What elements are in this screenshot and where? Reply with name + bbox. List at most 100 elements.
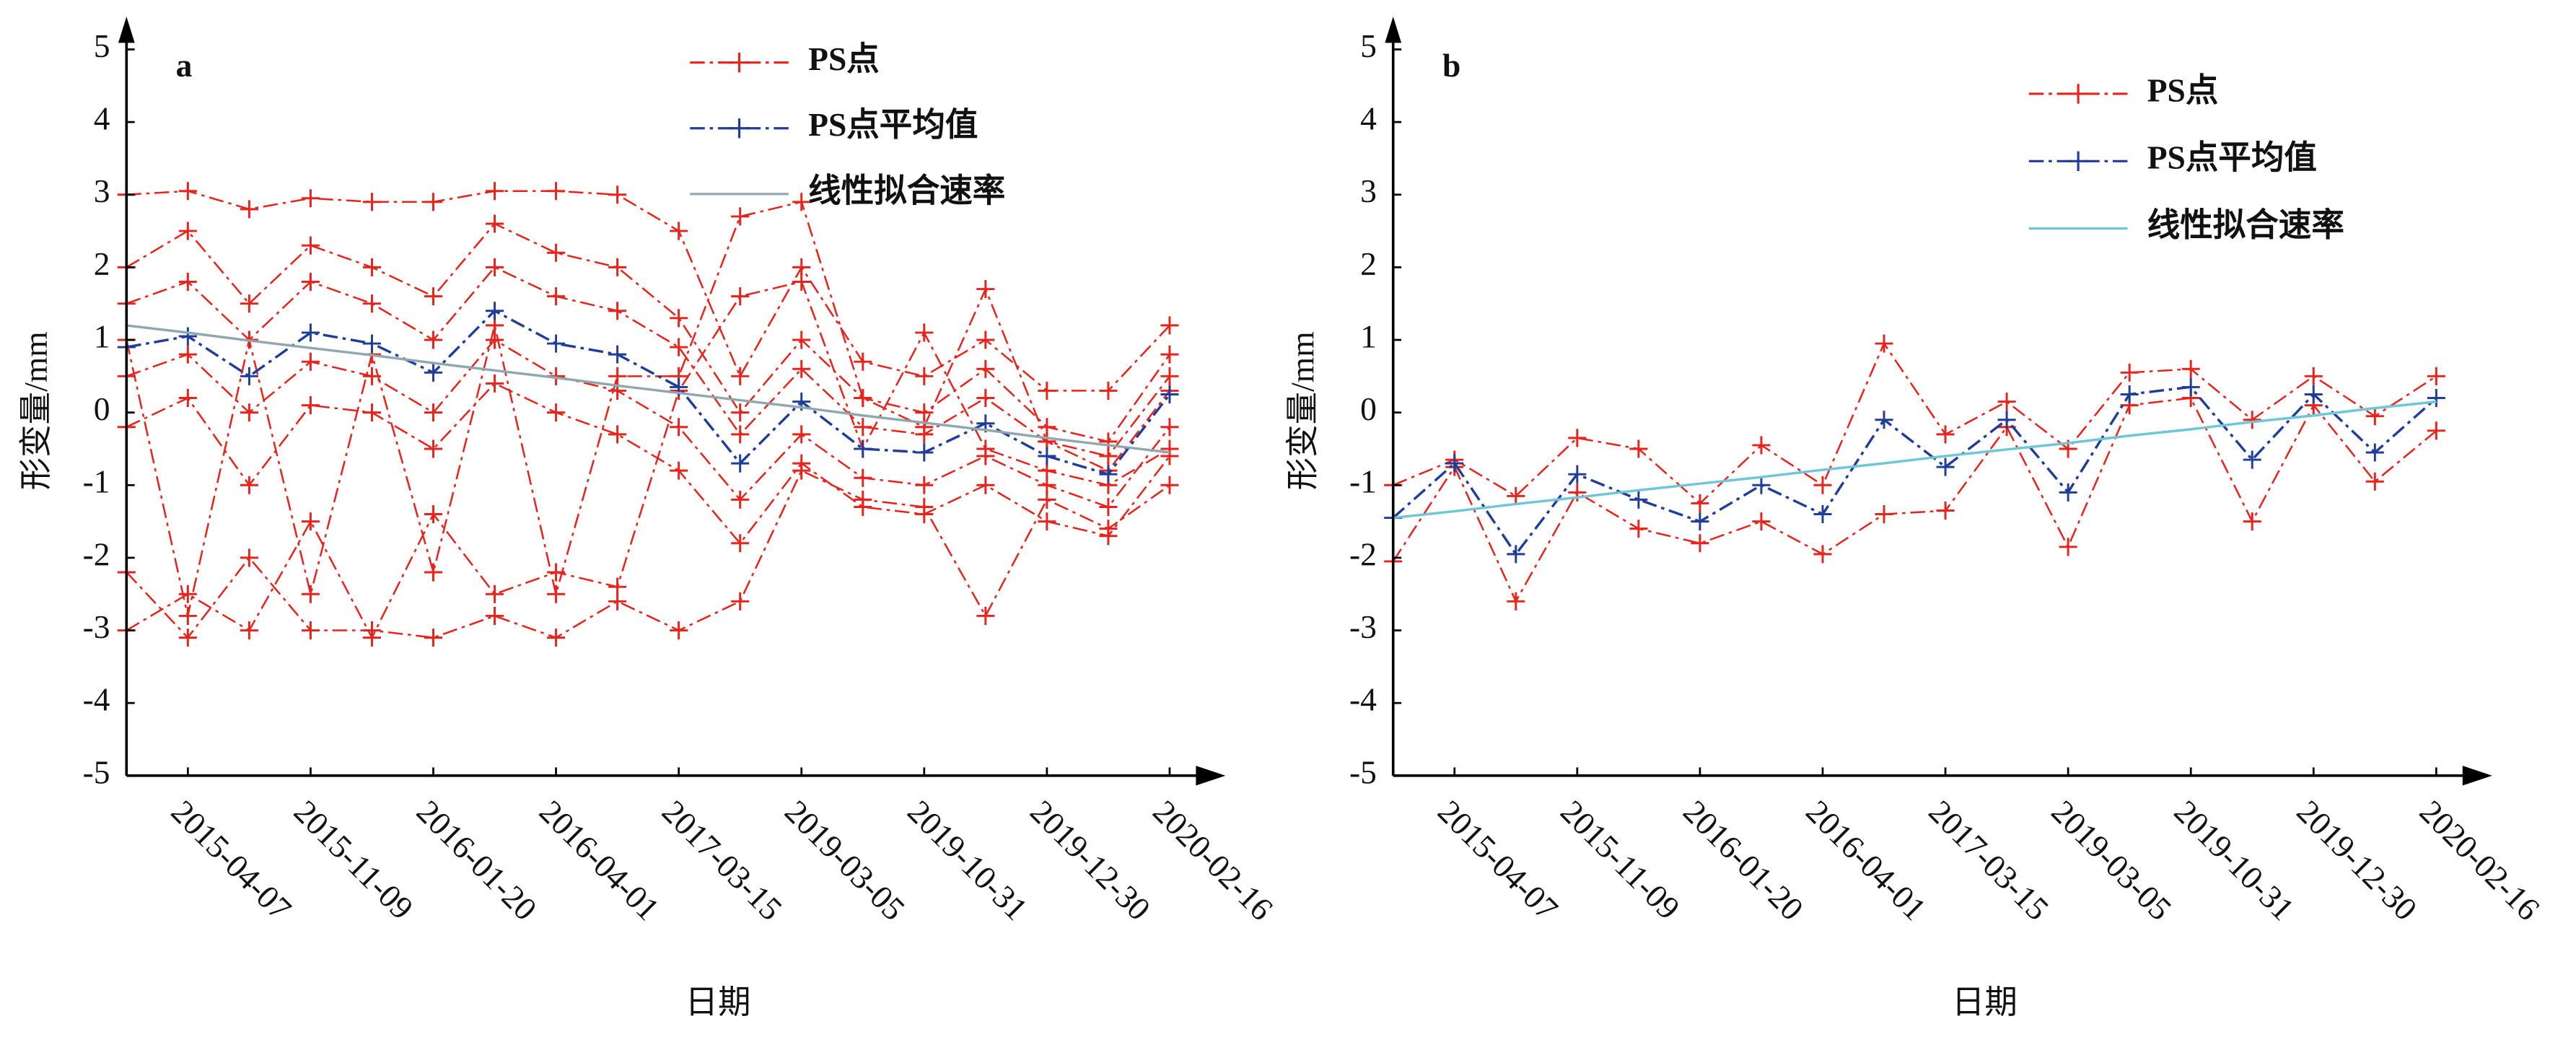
legend-label: 线性拟合速率 xyxy=(2147,206,2344,243)
point-marker xyxy=(2243,512,2261,531)
x-arrow xyxy=(1196,766,1226,786)
x-tick-label: 2016-01-20 xyxy=(410,793,544,927)
x-tick-label: 2016-04-01 xyxy=(1799,793,1933,927)
point-marker xyxy=(1038,381,1056,400)
point-marker xyxy=(486,606,504,625)
point-marker xyxy=(301,323,320,342)
point-marker xyxy=(670,461,688,480)
point-marker xyxy=(1568,465,1587,484)
x-tick-label: 2019-03-05 xyxy=(2044,793,2178,927)
point-marker xyxy=(792,461,811,480)
y-tick-label: 4 xyxy=(94,100,110,137)
legend-label: PS点平均值 xyxy=(2147,139,2317,176)
point-marker xyxy=(240,476,258,494)
x-axis-label: 日期 xyxy=(685,984,750,1020)
point-marker xyxy=(1160,345,1179,364)
point-marker xyxy=(362,403,381,422)
point-marker xyxy=(1099,520,1118,538)
point-marker xyxy=(1160,385,1179,404)
x-tick-label: 2016-01-20 xyxy=(1676,793,1810,927)
point-marker xyxy=(424,331,443,349)
point-marker xyxy=(424,287,443,306)
point-marker xyxy=(240,548,258,567)
point-marker xyxy=(1997,411,2016,429)
point-marker xyxy=(1160,316,1179,335)
y-tick-label: 3 xyxy=(1360,172,1377,209)
ps-line xyxy=(126,266,1171,458)
ps-line xyxy=(126,338,1171,509)
point-marker xyxy=(547,563,566,582)
point-marker xyxy=(915,497,934,516)
point-marker xyxy=(792,359,811,378)
point-marker xyxy=(854,439,872,458)
y-tick-label: -2 xyxy=(83,535,110,572)
point-marker xyxy=(1875,505,1893,524)
point-marker xyxy=(1997,393,2016,411)
y-tick-label: -1 xyxy=(83,463,110,500)
point-marker xyxy=(2365,443,2384,462)
x-axis-label: 日期 xyxy=(1952,984,2018,1020)
point-marker xyxy=(486,214,504,233)
legend-marker xyxy=(2068,151,2088,171)
legend-marker xyxy=(729,53,750,73)
point-marker xyxy=(731,454,750,473)
point-marker xyxy=(2427,421,2445,440)
legend-label: PS点 xyxy=(808,40,880,77)
legend-label: PS点平均值 xyxy=(808,106,978,143)
point-marker xyxy=(2059,538,2077,556)
ps-line xyxy=(126,280,1170,640)
point-marker xyxy=(2427,367,2445,385)
point-marker xyxy=(1568,429,1587,447)
point-marker xyxy=(915,443,934,462)
point-marker xyxy=(178,222,197,240)
point-marker xyxy=(178,585,197,603)
point-marker xyxy=(301,512,320,531)
x-tick-label: 2020-02-16 xyxy=(1146,793,1280,927)
point-marker xyxy=(731,287,750,306)
point-marker xyxy=(915,367,934,385)
point-marker xyxy=(1691,494,1709,512)
y-tick-label: -3 xyxy=(83,608,110,645)
fit-line xyxy=(126,324,1170,454)
point-marker xyxy=(2181,377,2200,396)
point-marker xyxy=(731,403,750,422)
y-tick-label: 2 xyxy=(94,245,110,282)
point-marker xyxy=(486,585,504,603)
x-tick-label: 2017-03-15 xyxy=(1922,793,2056,927)
point-marker xyxy=(731,534,750,553)
point-marker xyxy=(178,182,197,201)
legend-marker xyxy=(729,118,750,139)
point-marker xyxy=(178,327,197,346)
point-marker xyxy=(670,621,688,640)
point-marker xyxy=(1099,381,1118,400)
point-marker xyxy=(1099,497,1118,516)
point-marker xyxy=(792,425,811,444)
point-marker xyxy=(1936,425,1955,444)
point-marker xyxy=(854,468,872,487)
legend-marker xyxy=(2068,84,2088,104)
y-axis-label: 形变量/mm xyxy=(17,331,54,490)
point-marker xyxy=(547,182,566,201)
point-marker xyxy=(854,352,872,371)
point-marker xyxy=(1099,465,1118,484)
legend-label: 线性拟合速率 xyxy=(808,172,1005,209)
point-marker xyxy=(976,388,995,408)
point-marker xyxy=(1813,545,1832,564)
point-marker xyxy=(792,193,811,211)
point-marker xyxy=(547,334,566,353)
point-marker xyxy=(670,338,688,356)
ps-line xyxy=(1392,397,2437,604)
ps-line xyxy=(126,190,1170,392)
point-marker xyxy=(486,182,504,201)
x-tick-label: 2016-04-01 xyxy=(533,793,667,927)
point-marker xyxy=(178,272,197,292)
x-tick-label: 2015-04-07 xyxy=(165,793,299,927)
point-marker xyxy=(547,585,566,603)
point-marker xyxy=(2120,385,2139,404)
point-marker xyxy=(424,403,443,422)
point-marker xyxy=(2243,450,2261,469)
y-tick-label: -4 xyxy=(1349,681,1377,718)
point-marker xyxy=(547,243,566,262)
point-marker xyxy=(731,367,750,385)
